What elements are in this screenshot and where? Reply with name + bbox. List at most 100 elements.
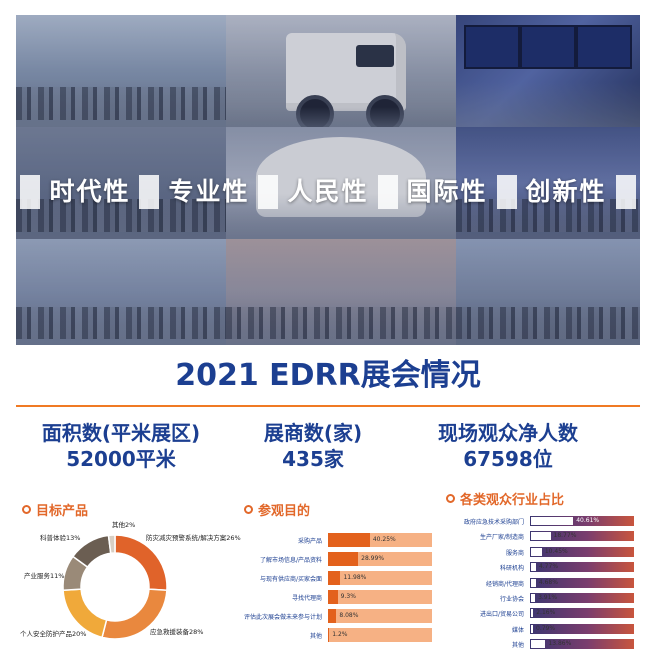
expo-photo-truck	[226, 15, 456, 127]
purpose-bar-track	[328, 609, 432, 623]
donut-segment	[107, 534, 116, 555]
industry-label: 经销商/代理商	[485, 581, 524, 588]
industry-bar	[531, 625, 533, 633]
industry-value: 13.86%	[548, 640, 572, 647]
stat-area-label: 面积数(平米展区)	[41, 421, 201, 445]
banner-word: 国际性	[406, 177, 488, 206]
donut-label: 个人安全防护产品20%	[20, 630, 87, 638]
industry-label: 科研机构	[499, 565, 524, 572]
industry-label: 其他	[511, 642, 524, 649]
banner-word: 创新性	[525, 177, 607, 206]
purpose-value: 40.25%	[372, 536, 396, 543]
donut-label: 产业服务11%	[24, 572, 65, 580]
ring-bullet-icon	[244, 505, 253, 514]
stat-area: 面积数(平米展区) 52000平米	[36, 420, 206, 472]
banner-word: 时代性	[49, 177, 131, 206]
banner-divider	[496, 175, 517, 209]
industry-bar	[531, 640, 546, 648]
industry-value: 0.79%	[536, 625, 556, 632]
industry-bar-track	[530, 608, 634, 618]
industry-label: 进出口/贸易公司	[479, 611, 524, 618]
banner-word: 专业性	[168, 177, 250, 206]
industry-bar-track	[530, 624, 634, 634]
stat-exhibitors: 展商数(家) 435家	[238, 420, 388, 472]
purpose-bar	[328, 552, 359, 566]
stat-visitors-label: 现场观众净人数	[438, 421, 578, 445]
visit-purpose-heading: 参观目的	[244, 500, 310, 519]
industry-value: 18.77%	[553, 532, 577, 539]
theme-banner: 时代性 专业性 人民性 国际性 创新性	[16, 168, 640, 216]
industry-bar	[531, 579, 536, 587]
purpose-label: 了解市场信息/产品资料	[259, 557, 322, 564]
industry-label: 媒体	[511, 627, 524, 634]
industry-value: 40.61%	[576, 517, 600, 524]
industry-bar	[531, 517, 574, 525]
purpose-bar	[328, 609, 337, 623]
donut-label: 防灾减灾预警系统/解决方案26%	[146, 534, 241, 542]
purpose-bar-track	[328, 552, 432, 566]
industry-label: 政府应急技术采购部门	[463, 519, 524, 526]
purpose-bar-track	[328, 628, 432, 642]
purpose-bar	[328, 590, 338, 604]
industry-bar-track	[530, 562, 634, 572]
banner-divider	[20, 175, 41, 209]
ring-bullet-icon	[22, 505, 31, 514]
collage-tint	[16, 15, 640, 345]
industry-bar	[531, 594, 536, 602]
industry-value: 3.91%	[538, 594, 558, 601]
purpose-bar	[328, 571, 341, 585]
banner-divider	[615, 175, 636, 209]
donut-label: 应急救援装备28%	[150, 628, 204, 636]
industry-bar-track	[530, 578, 634, 588]
industry-bar-track	[530, 593, 634, 603]
target-products-heading-text: 目标产品	[36, 504, 89, 519]
stat-visitors: 现场观众净人数 67598位	[420, 420, 596, 472]
banner-divider	[139, 175, 160, 209]
industry-bar-track	[530, 547, 634, 557]
expo-photo-booth	[456, 127, 640, 239]
industry-bar	[531, 548, 542, 556]
industry-bar-track	[530, 516, 634, 526]
orange-divider	[16, 405, 640, 407]
photo-collage	[16, 15, 640, 345]
purpose-label: 与现有供应商/买家会面	[259, 576, 322, 583]
industry-bar-track	[530, 639, 634, 649]
donut-label: 科普体验13%	[40, 534, 81, 542]
stat-area-value: 52000平米	[66, 447, 176, 471]
purpose-label: 其他	[309, 633, 322, 640]
industry-bar	[531, 532, 551, 540]
banner-divider	[377, 175, 398, 209]
industry-value: 2.16%	[536, 609, 556, 616]
target-products-heading: 目标产品	[22, 500, 88, 519]
purpose-value: 9.3%	[340, 593, 356, 600]
visit-purpose-heading-text: 参观目的	[258, 504, 311, 519]
ring-bullet-icon	[446, 494, 455, 503]
industry-label: 生产厂家/制造商	[479, 534, 524, 541]
expo-photo-aisle	[16, 239, 226, 345]
page-title: 2021 EDRR展会情况	[175, 358, 481, 393]
stat-visitors-value: 67598位	[463, 447, 553, 471]
industry-value: 4.68%	[538, 579, 558, 586]
donut-segment	[114, 534, 168, 592]
industry-value: 4.77%	[538, 563, 559, 570]
industry-value: 10.45%	[544, 548, 568, 555]
expo-photo-crowd	[226, 239, 456, 345]
industry-label: 行业协会	[499, 596, 524, 603]
banner-divider	[258, 175, 279, 209]
purpose-label: 评估此次展会做未来参与计划	[243, 614, 322, 621]
expo-photo-visitors	[16, 127, 226, 239]
expo-photo-control-room	[456, 15, 640, 127]
stat-exhibitors-value: 435家	[282, 447, 344, 471]
purpose-value: 11.98%	[343, 574, 367, 581]
purpose-bar-track	[328, 533, 432, 547]
industry-bar	[531, 563, 536, 571]
expo-photo-hall	[16, 15, 226, 127]
purpose-value: 8.08%	[339, 612, 359, 619]
banner-word: 人民性	[287, 177, 369, 206]
industry-bar-track	[530, 531, 634, 541]
industry-heading-text: 各类观众行业占比	[460, 493, 565, 508]
purpose-bar	[328, 628, 330, 642]
purpose-bar-track	[328, 571, 432, 585]
purpose-bar-track	[328, 590, 432, 604]
stat-exhibitors-label: 展商数(家)	[263, 421, 363, 445]
